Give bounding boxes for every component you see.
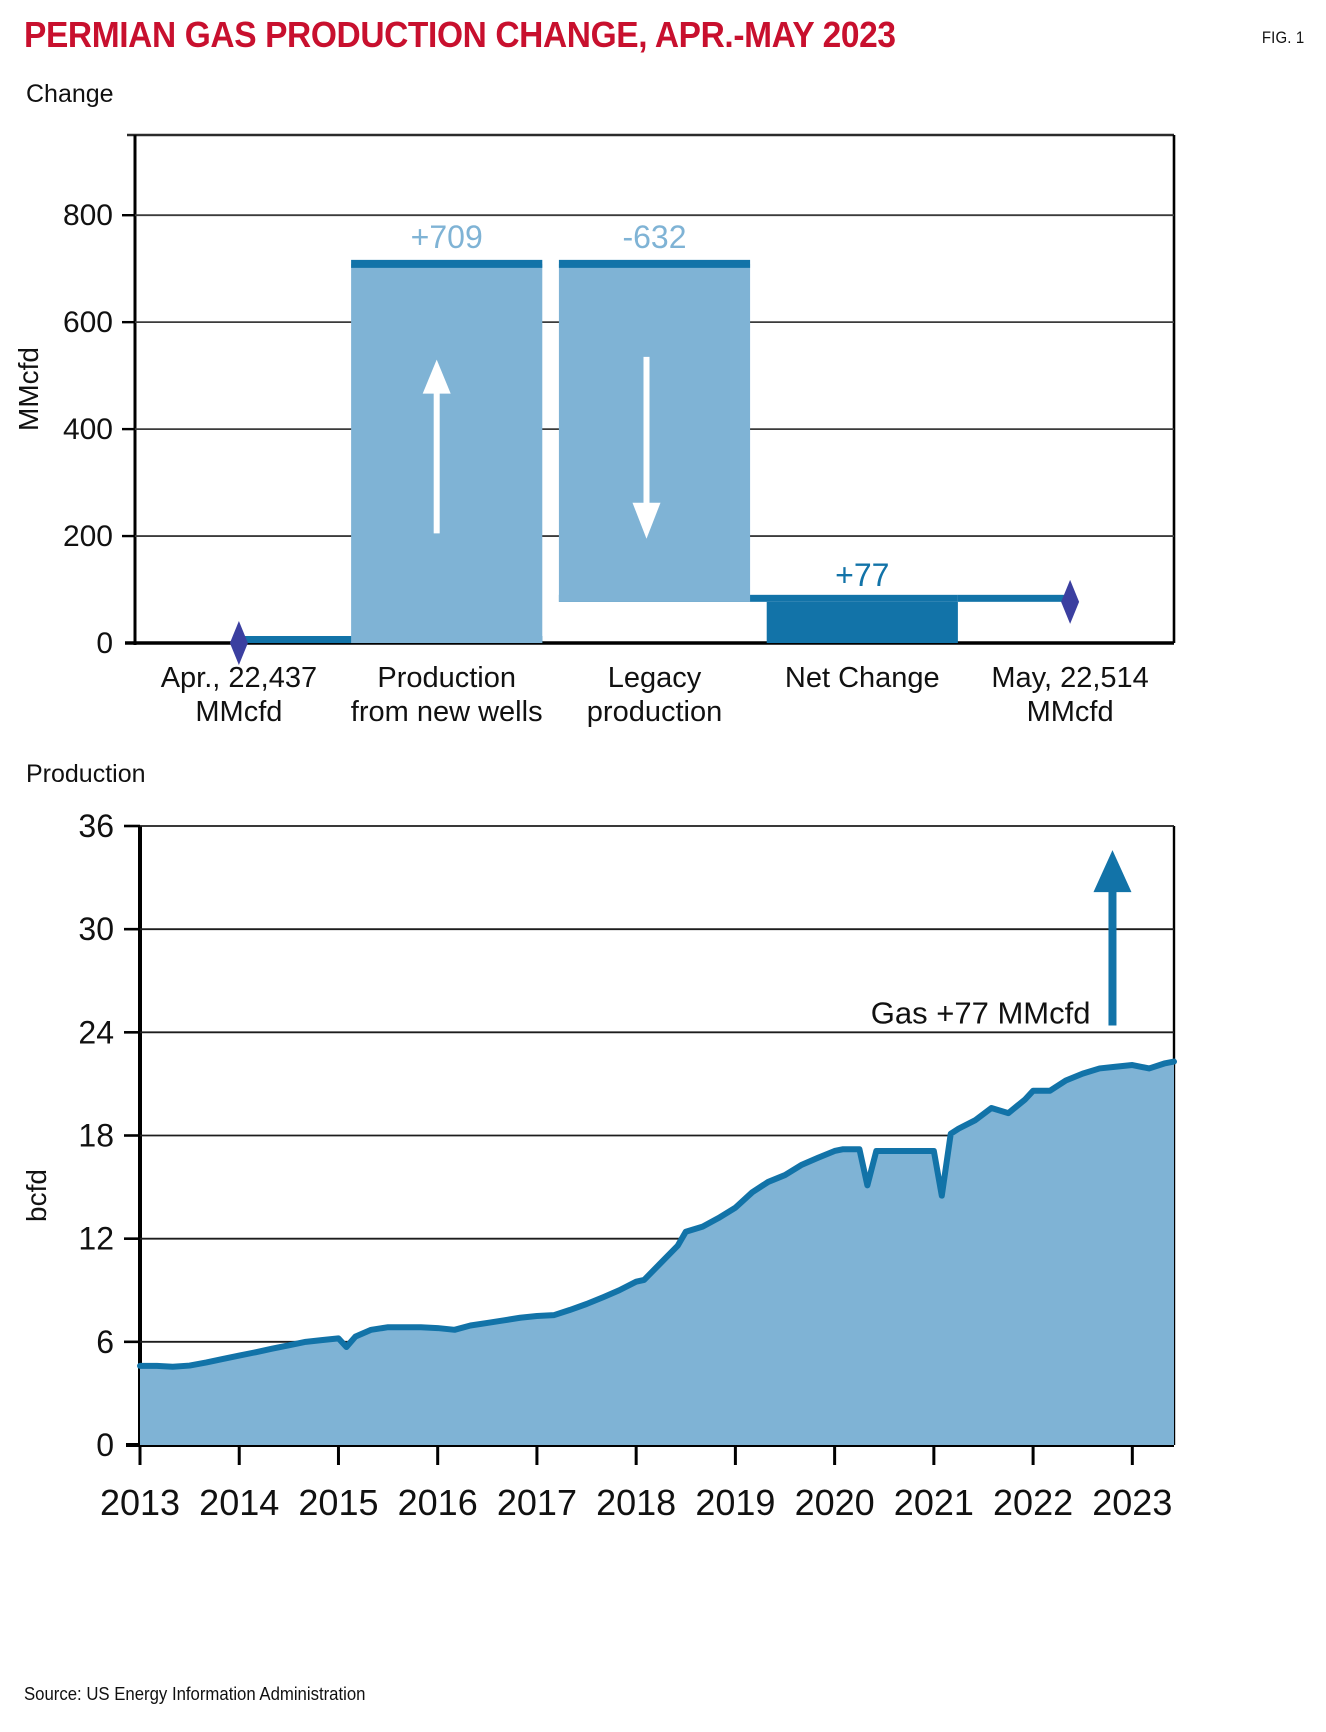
area-xtick-label: 2019 xyxy=(695,1482,775,1523)
waterfall-category-label: Production xyxy=(377,662,516,694)
area-xtick-label: 2022 xyxy=(993,1482,1073,1523)
area-yaxis-title: bcfd xyxy=(21,1169,52,1222)
area-annotation-label: Gas +77 MMcfd xyxy=(871,996,1091,1031)
waterfall-category-label: from new wells xyxy=(351,696,543,728)
waterfall-value-label: +709 xyxy=(411,219,483,255)
source-note: Source: US Energy Information Administra… xyxy=(24,1684,366,1704)
figure-number: FIG. 1 xyxy=(1261,28,1304,47)
area-chart: 0 6 12 18 24 30 36 bcfd 2013 2014 2015 2016 2017 2018… xyxy=(0,790,1326,1650)
waterfall-yaxis-title: MMcfd xyxy=(13,347,44,431)
waterfall-connector xyxy=(957,594,1071,602)
waterfall-canvas: 0 200 400 600 800 MMcfd +709 -632 +77 Apr., 22,43… xyxy=(13,133,1176,728)
waterfall-category-label: Apr., 22,437 xyxy=(161,662,317,694)
chart-label-production: Production xyxy=(26,760,146,788)
waterfall-bar-cap xyxy=(351,259,543,268)
waterfall-category-label: Net Change xyxy=(785,662,940,694)
waterfall-category-label: MMcfd xyxy=(1027,696,1114,728)
area-xtick-label: 2016 xyxy=(398,1482,478,1523)
area-xtick-label: 2017 xyxy=(497,1482,577,1523)
waterfall-chart: 0 200 400 600 800 MMcfd +709 -632 +77 Apr., 22,43… xyxy=(0,110,1326,730)
area-chart-canvas: 0 6 12 18 24 30 36 bcfd 2013 2014 2015 2016 2017 2018… xyxy=(21,808,1177,1523)
up-arrow-head xyxy=(422,359,451,394)
waterfall-ytick-label: 800 xyxy=(63,199,113,232)
area-ytick-label: 0 xyxy=(96,1427,114,1463)
area-ytick-label: 24 xyxy=(78,1014,114,1050)
chart-label-change: Change xyxy=(26,80,114,108)
area-xtick-label: 2013 xyxy=(100,1482,180,1523)
area-xtick-label: 2018 xyxy=(596,1482,676,1523)
waterfall-marker-may xyxy=(1061,579,1080,624)
waterfall-ytick-label: 200 xyxy=(63,520,113,553)
area-ytick-label: 12 xyxy=(78,1221,114,1257)
waterfall-ytick-label: 0 xyxy=(96,627,113,660)
waterfall-bar-production xyxy=(351,263,543,643)
area-ytick-label: 30 xyxy=(78,911,114,947)
area-series-line xyxy=(137,1058,1177,1370)
waterfall-ytick-label: 600 xyxy=(63,306,113,339)
area-xtick-label: 2023 xyxy=(1092,1482,1172,1523)
area-ytick-label: 6 xyxy=(96,1324,114,1360)
page-title: PERMIAN GAS PRODUCTION CHANGE, APR.-MAY … xyxy=(24,14,896,55)
area-ytick-label: 36 xyxy=(78,808,114,844)
area-xtick-label: 2020 xyxy=(795,1482,875,1523)
waterfall-category-label: May, 22,514 xyxy=(991,662,1148,694)
area-xtick-label: 2014 xyxy=(199,1482,279,1523)
waterfall-bar-net-change xyxy=(766,601,958,643)
area-series-fill xyxy=(140,1061,1174,1445)
area-xtick-label: 2021 xyxy=(894,1482,974,1523)
waterfall-bar-cap xyxy=(558,259,751,268)
waterfall-category-label: production xyxy=(587,696,722,728)
waterfall-value-label: -632 xyxy=(622,219,686,255)
area-xtick-label: 2015 xyxy=(298,1482,378,1523)
waterfall-ytick-label: 400 xyxy=(63,413,113,446)
waterfall-category-label: Legacy xyxy=(608,662,702,694)
waterfall-bar-legacy xyxy=(558,263,751,602)
annotation-arrow-head xyxy=(1093,850,1132,893)
waterfall-connector xyxy=(558,594,958,602)
down-arrow-head xyxy=(632,502,661,539)
waterfall-value-label: +77 xyxy=(835,557,889,593)
waterfall-marker-april xyxy=(229,621,248,665)
area-ytick-label: 18 xyxy=(78,1118,114,1154)
waterfall-category-label: MMcfd xyxy=(195,696,282,728)
